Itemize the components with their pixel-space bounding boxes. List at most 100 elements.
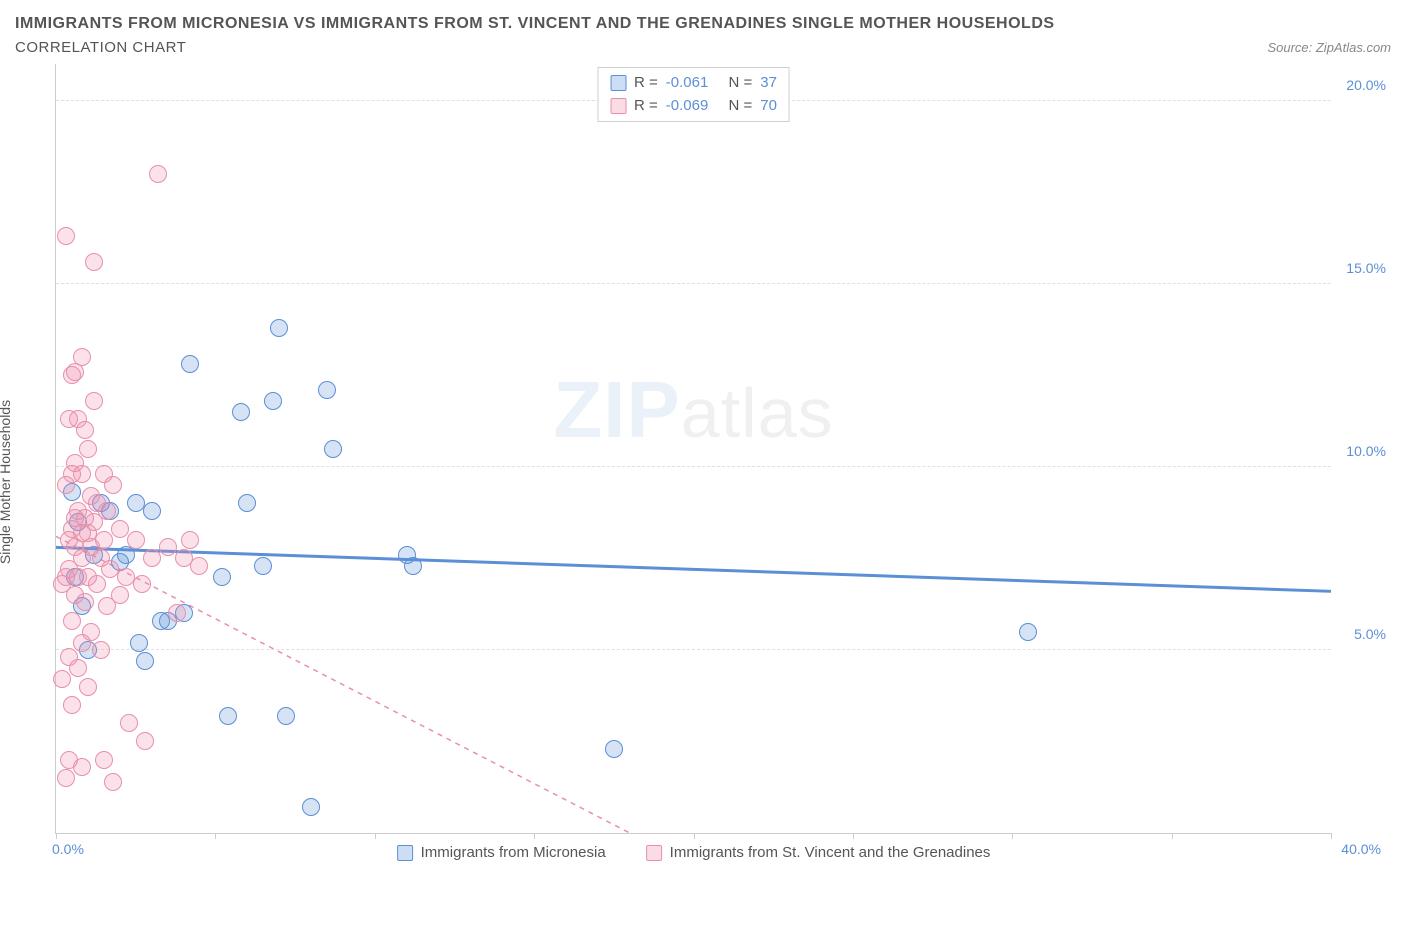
- data-point-pink: [104, 773, 122, 791]
- data-point-pink: [69, 659, 87, 677]
- data-point-pink: [57, 769, 75, 787]
- x-min-label: 0.0%: [52, 841, 84, 857]
- data-point-pink: [127, 531, 145, 549]
- data-point-pink: [95, 531, 113, 549]
- data-point-pink: [133, 575, 151, 593]
- data-point-pink: [120, 714, 138, 732]
- legend-label-pink: Immigrants from St. Vincent and the Gren…: [670, 844, 991, 861]
- data-point-pink: [95, 751, 113, 769]
- data-point-pink: [181, 531, 199, 549]
- y-axis-label: Single Mother Households: [0, 400, 13, 564]
- x-tick: [375, 833, 376, 839]
- data-point-pink: [73, 758, 91, 776]
- data-point-pink: [111, 520, 129, 538]
- data-point-blue: [318, 381, 336, 399]
- x-tick: [694, 833, 695, 839]
- data-point-blue: [143, 502, 161, 520]
- swatch-blue: [397, 845, 413, 861]
- data-point-pink: [88, 575, 106, 593]
- data-point-pink: [79, 440, 97, 458]
- data-point-pink: [143, 549, 161, 567]
- data-point-blue: [238, 494, 256, 512]
- data-point-pink: [98, 502, 116, 520]
- data-point-blue: [404, 557, 422, 575]
- x-tick: [1172, 833, 1173, 839]
- data-point-blue: [181, 355, 199, 373]
- x-max-label: 40.0%: [1341, 841, 1381, 857]
- data-point-pink: [73, 465, 91, 483]
- data-point-pink: [136, 732, 154, 750]
- n-value-pink: 70: [760, 95, 777, 118]
- gridline: [56, 466, 1331, 467]
- swatch-pink: [610, 98, 626, 114]
- x-tick: [1331, 833, 1332, 839]
- x-tick: [534, 833, 535, 839]
- x-tick: [215, 833, 216, 839]
- plot-area: ZIPatlas R = -0.061 N = 37 R = -0.069 N …: [55, 64, 1331, 834]
- r-label: R =: [634, 72, 658, 95]
- chart-subtitle: CORRELATION CHART: [15, 39, 186, 56]
- data-point-pink: [82, 623, 100, 641]
- data-point-pink: [92, 641, 110, 659]
- data-point-blue: [324, 440, 342, 458]
- data-point-pink: [190, 557, 208, 575]
- data-point-pink: [159, 538, 177, 556]
- data-point-pink: [53, 670, 71, 688]
- y-tick-label: 5.0%: [1354, 626, 1386, 642]
- data-point-pink: [63, 696, 81, 714]
- stats-legend: R = -0.061 N = 37 R = -0.069 N = 70: [597, 67, 790, 122]
- swatch-pink: [646, 845, 662, 861]
- data-point-blue: [264, 392, 282, 410]
- y-tick-label: 20.0%: [1346, 77, 1386, 93]
- watermark-bold: ZIP: [553, 365, 680, 454]
- n-value-blue: 37: [760, 72, 777, 95]
- data-point-pink: [76, 593, 94, 611]
- data-point-pink: [168, 604, 186, 622]
- x-tick: [56, 833, 57, 839]
- series-legend: Immigrants from Micronesia Immigrants fr…: [397, 844, 991, 861]
- gridline: [56, 649, 1331, 650]
- data-point-blue: [219, 707, 237, 725]
- data-point-blue: [213, 568, 231, 586]
- r-value-pink: -0.069: [666, 95, 709, 118]
- source-label: Source: ZipAtlas.com: [1267, 40, 1391, 55]
- data-point-pink: [76, 421, 94, 439]
- y-tick-label: 10.0%: [1346, 443, 1386, 459]
- data-point-pink: [111, 586, 129, 604]
- data-point-pink: [85, 392, 103, 410]
- data-point-blue: [232, 403, 250, 421]
- trend-lines: [56, 64, 1331, 833]
- gridline: [56, 283, 1331, 284]
- data-point-blue: [605, 740, 623, 758]
- y-tick-label: 15.0%: [1346, 260, 1386, 276]
- swatch-blue: [610, 75, 626, 91]
- stats-row-pink: R = -0.069 N = 70: [610, 95, 777, 118]
- data-point-blue: [136, 652, 154, 670]
- legend-item-blue: Immigrants from Micronesia: [397, 844, 606, 861]
- n-label: N =: [729, 95, 753, 118]
- data-point-blue: [130, 634, 148, 652]
- watermark-thin: atlas: [681, 374, 834, 452]
- watermark: ZIPatlas: [553, 364, 833, 456]
- x-tick: [1012, 833, 1013, 839]
- page-title: IMMIGRANTS FROM MICRONESIA VS IMMIGRANTS…: [15, 15, 1391, 33]
- data-point-blue: [254, 557, 272, 575]
- chart-container: Single Mother Households ZIPatlas R = -0…: [15, 64, 1391, 884]
- trend-line-blue: [56, 547, 1331, 591]
- r-label: R =: [634, 95, 658, 118]
- data-point-blue: [1019, 623, 1037, 641]
- data-point-pink: [63, 612, 81, 630]
- stats-row-blue: R = -0.061 N = 37: [610, 72, 777, 95]
- legend-label-blue: Immigrants from Micronesia: [421, 844, 606, 861]
- subtitle-row: CORRELATION CHART Source: ZipAtlas.com: [15, 39, 1391, 56]
- legend-item-pink: Immigrants from St. Vincent and the Gren…: [646, 844, 991, 861]
- n-label: N =: [729, 72, 753, 95]
- data-point-pink: [73, 348, 91, 366]
- data-point-pink: [85, 253, 103, 271]
- data-point-blue: [302, 798, 320, 816]
- data-point-pink: [104, 476, 122, 494]
- r-value-blue: -0.061: [666, 72, 709, 95]
- data-point-blue: [270, 319, 288, 337]
- x-tick: [853, 833, 854, 839]
- data-point-pink: [79, 678, 97, 696]
